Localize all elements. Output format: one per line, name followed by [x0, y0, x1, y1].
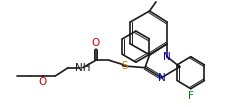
Text: S: S: [121, 61, 128, 71]
Text: N: N: [162, 52, 170, 62]
Text: F: F: [187, 91, 193, 101]
Text: O: O: [91, 38, 99, 48]
Text: O: O: [38, 77, 47, 87]
Text: NH: NH: [75, 63, 90, 73]
Text: N: N: [157, 73, 165, 83]
